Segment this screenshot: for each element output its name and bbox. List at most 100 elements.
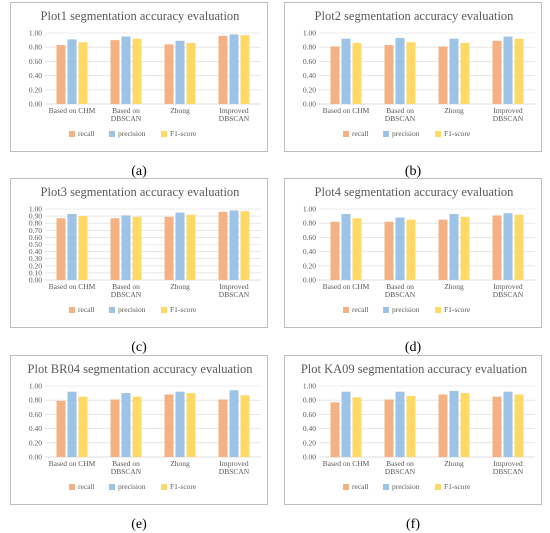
bar-f1 bbox=[460, 216, 470, 280]
category-label: Based on CHM bbox=[323, 459, 370, 468]
legend-label: precision bbox=[118, 129, 146, 138]
bar-recall bbox=[218, 35, 228, 105]
bar-precision bbox=[67, 213, 77, 280]
bar-f1 bbox=[352, 397, 362, 457]
chart-title: Plot3 segmentation accuracy evaluation bbox=[41, 185, 241, 199]
y-tick-label: 0.20 bbox=[29, 85, 42, 94]
y-tick-label: 0.00 bbox=[29, 100, 42, 109]
category-label: Based on DBSCAN bbox=[385, 459, 416, 476]
bar-precision bbox=[229, 34, 239, 104]
y-tick-label: 1.00 bbox=[29, 382, 42, 391]
bar-recall bbox=[218, 399, 228, 457]
bar-f1 bbox=[240, 35, 250, 104]
bar-recall bbox=[438, 219, 448, 280]
bar-precision bbox=[449, 390, 459, 457]
category-label: Zhong bbox=[444, 106, 464, 115]
bar-precision bbox=[503, 391, 513, 457]
chart-panel: Plot1 segmentation accuracy evaluation 0.… bbox=[10, 2, 268, 152]
bar-recall bbox=[110, 218, 120, 280]
y-tick-label: 0.80 bbox=[29, 43, 42, 52]
y-tick-label: 0.70 bbox=[29, 226, 42, 235]
legend-label: recall bbox=[352, 305, 369, 314]
legend-swatch-f1 bbox=[161, 307, 167, 313]
bar-recall bbox=[384, 45, 394, 104]
legend-swatch-precision bbox=[109, 131, 115, 137]
category-label: Based on DBSCAN bbox=[385, 282, 416, 299]
bar-f1 bbox=[240, 211, 250, 280]
chart-panel: Plot4 segmentation accuracy evaluation 0.… bbox=[284, 178, 542, 328]
bar-recall bbox=[492, 396, 502, 457]
bar-recall bbox=[384, 221, 394, 280]
bar-f1 bbox=[352, 42, 362, 104]
legend-label: F1-score bbox=[170, 482, 197, 491]
category-label: Improved DBSCAN bbox=[219, 282, 250, 299]
legend-label: precision bbox=[392, 305, 420, 314]
bar-precision bbox=[67, 391, 77, 457]
category-label: Improved DBSCAN bbox=[493, 459, 524, 476]
bar-recall bbox=[330, 46, 340, 104]
bar-recall bbox=[218, 211, 228, 280]
y-tick-label: 0.20 bbox=[29, 438, 42, 447]
category-label: Zhong bbox=[170, 459, 190, 468]
bar-f1 bbox=[186, 42, 196, 104]
y-tick-label: 0.60 bbox=[303, 233, 316, 242]
y-tick-label: 0.00 bbox=[29, 453, 42, 462]
bar-precision bbox=[449, 38, 459, 104]
bar-precision bbox=[395, 391, 405, 457]
bar-precision bbox=[121, 215, 131, 280]
legend-label: recall bbox=[352, 129, 369, 138]
legend-label: F1-score bbox=[444, 482, 471, 491]
bar-f1 bbox=[132, 216, 142, 280]
legend-label: precision bbox=[392, 129, 420, 138]
category-label: Based on CHM bbox=[323, 282, 370, 291]
bar-f1 bbox=[514, 394, 524, 457]
bar-recall bbox=[438, 394, 448, 457]
bar-recall bbox=[330, 402, 340, 457]
category-label: Zhong bbox=[170, 282, 190, 291]
bar-precision bbox=[503, 213, 513, 280]
legend-label: precision bbox=[392, 482, 420, 491]
y-tick-label: 0.60 bbox=[29, 410, 42, 419]
category-label: Based on CHM bbox=[49, 459, 96, 468]
category-label: Based on DBSCAN bbox=[111, 282, 142, 299]
chart-svg: Plot2 segmentation accuracy evaluation 0.… bbox=[303, 9, 535, 138]
category-label: Based on DBSCAN bbox=[111, 459, 142, 476]
y-tick-label: 0.50 bbox=[29, 240, 42, 249]
category-label: Zhong bbox=[444, 459, 464, 468]
bar-recall bbox=[164, 44, 174, 104]
y-tick-label: 1.00 bbox=[303, 205, 316, 214]
bar-precision bbox=[395, 217, 405, 280]
category-label: Zhong bbox=[170, 106, 190, 115]
subfigure-caption: (c) bbox=[131, 340, 147, 355]
bar-precision bbox=[229, 210, 239, 280]
y-tick-label: 0.40 bbox=[29, 247, 42, 256]
bar-recall bbox=[56, 45, 66, 104]
subfigure-caption: (f) bbox=[406, 517, 420, 532]
legend-swatch-recall bbox=[343, 131, 349, 137]
legend-swatch-precision bbox=[383, 307, 389, 313]
y-tick-label: 0.00 bbox=[303, 453, 316, 462]
bar-f1 bbox=[78, 396, 88, 457]
bar-f1 bbox=[406, 219, 416, 280]
legend-label: recall bbox=[352, 482, 369, 491]
y-tick-label: 0.90 bbox=[29, 212, 42, 221]
legend-swatch-precision bbox=[109, 307, 115, 313]
category-label: Zhong bbox=[444, 282, 464, 291]
bar-recall bbox=[164, 394, 174, 457]
bar-precision bbox=[67, 39, 77, 104]
bar-precision bbox=[175, 391, 185, 457]
y-tick-label: 0.20 bbox=[303, 438, 316, 447]
legend-label: precision bbox=[118, 482, 146, 491]
chart-svg: Plot4 segmentation accuracy evaluation 0.… bbox=[303, 185, 535, 314]
bar-precision bbox=[121, 36, 131, 104]
y-tick-label: 0.00 bbox=[303, 100, 316, 109]
y-tick-label: 0.40 bbox=[303, 424, 316, 433]
y-tick-label: 0.20 bbox=[29, 261, 42, 270]
y-tick-label: 0.00 bbox=[303, 276, 316, 285]
legend-swatch-recall bbox=[69, 307, 75, 313]
legend-swatch-recall bbox=[343, 484, 349, 490]
y-tick-label: 1.00 bbox=[303, 382, 316, 391]
bar-recall bbox=[492, 215, 502, 280]
legend-label: F1-score bbox=[444, 129, 471, 138]
legend-swatch-precision bbox=[383, 484, 389, 490]
